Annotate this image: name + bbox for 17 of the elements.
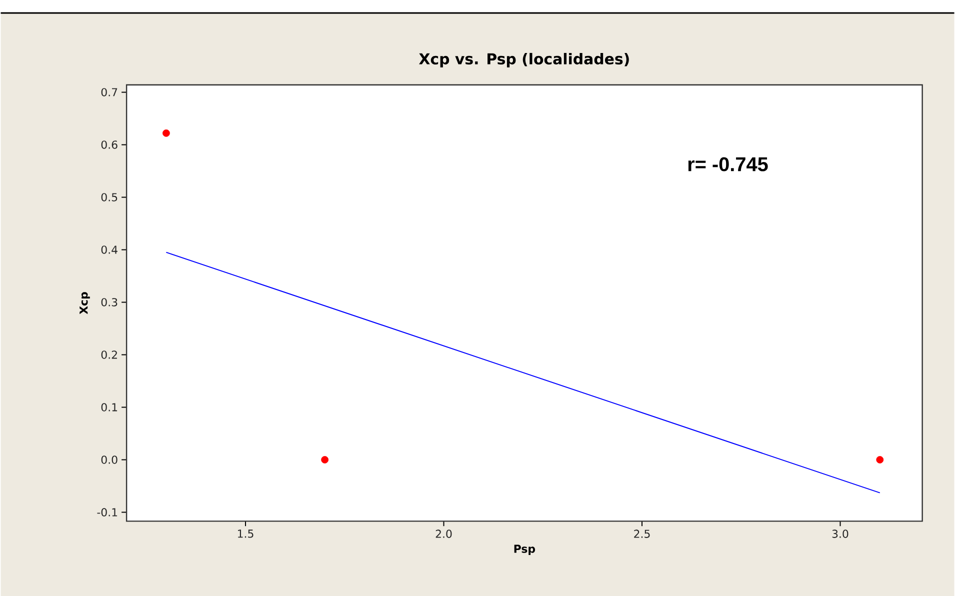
y-tick-label: 0.5 bbox=[101, 193, 118, 202]
y-tick-label: -0.1 bbox=[97, 508, 118, 516]
x-tick-label: 3.0 bbox=[832, 530, 848, 538]
y-axis-title: Xcp bbox=[80, 292, 90, 314]
y-tick-label: 0.7 bbox=[101, 88, 118, 96]
chart-title: Xcp vs. Psp (localidades) bbox=[419, 52, 629, 68]
y-tick-label: 0.6 bbox=[101, 140, 118, 149]
x-tick-label: 1.5 bbox=[238, 530, 254, 538]
y-tick-label: 0.2 bbox=[101, 350, 117, 359]
annotation: r= -0.745 bbox=[688, 157, 768, 172]
y-tick-label: 0.0 bbox=[101, 456, 118, 464]
y-tick-label: 0.3 bbox=[101, 298, 118, 306]
x-axis-title: Psp bbox=[514, 544, 536, 556]
y-tick-label: 0.4 bbox=[101, 246, 118, 254]
x-tick-label: 2.5 bbox=[634, 530, 650, 538]
y-tick-label: 0.1 bbox=[101, 403, 118, 412]
x-tick-label: 2.0 bbox=[436, 530, 452, 538]
